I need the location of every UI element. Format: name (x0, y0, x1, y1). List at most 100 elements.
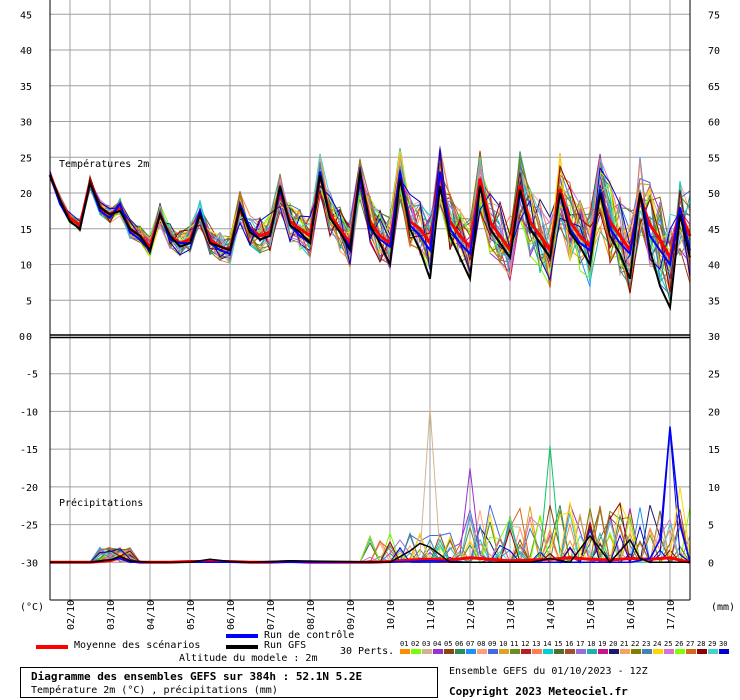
x-tick-label: 07/10 (266, 600, 277, 630)
pert-legend-item: 03 (422, 640, 433, 654)
x-tick-label: 06/10 (226, 600, 237, 630)
pert-color-swatch (609, 649, 619, 654)
control-legend-label: Run de contrôle (264, 630, 355, 641)
x-tick-label: 15/10 (586, 600, 597, 630)
gfs-precip-line (50, 534, 690, 564)
pert-number: 25 (664, 640, 673, 648)
gfs-legend-swatch (226, 645, 258, 649)
pert-number: 16 (565, 640, 574, 648)
x-tick-label: 17/10 (666, 600, 677, 630)
left-tick-label: 15 (20, 225, 32, 236)
right-tick-label: 25 (708, 370, 720, 381)
pert-number: 23 (642, 640, 651, 648)
mean-legend-label: Moyenne des scénarios (74, 640, 201, 651)
ensemble-run-label: Ensemble GEFS du 01/10/2023 - 12Z (449, 666, 648, 677)
right-tick-label: 75 (708, 10, 720, 21)
pert-color-swatch (675, 649, 685, 654)
right-tick-label: 65 (708, 82, 720, 93)
x-tick-label: 02/10 (66, 600, 77, 630)
pert-color-swatch (455, 649, 465, 654)
pert-number: 17 (576, 640, 585, 648)
pert-legend-item: 20 (609, 640, 620, 654)
perturbation-precip-spike (549, 501, 591, 563)
pert-color-swatch (697, 649, 707, 654)
pert-number: 27 (686, 640, 695, 648)
right-tick-label: 40 (708, 261, 720, 272)
control-legend-swatch (226, 634, 258, 638)
left-tick-label: 25 (20, 153, 32, 164)
pert-color-swatch (499, 649, 509, 654)
data-series (48, 146, 692, 565)
pert-legend-item: 19 (598, 640, 609, 654)
pert-number: 18 (587, 640, 596, 648)
left-tick-label: 0 (19, 332, 25, 343)
right-unit-label: (mm) (711, 602, 735, 613)
right-tick-label: 70 (708, 46, 720, 57)
pert-legend-item: 10 (499, 640, 510, 654)
right-tick-label: 20 (708, 407, 720, 418)
perturbation-precip-spike (489, 523, 531, 563)
pert-legend-item: 04 (433, 640, 444, 654)
diagram-title: Diagramme des ensembles GEFS sur 384h : … (31, 670, 363, 683)
pert-number: 30 (719, 640, 728, 648)
pert-legend-item: 02 (411, 640, 422, 654)
temperature-panel-label: Températures 2m (59, 158, 149, 170)
pert-number: 03 (422, 640, 431, 648)
pert-color-swatch (543, 649, 553, 654)
precipitation-panel-label: Précipitations (59, 497, 143, 509)
left-tick-label: -25 (20, 521, 38, 532)
pert-number: 28 (697, 640, 706, 648)
x-tick-label: 04/10 (146, 600, 157, 630)
pert-number: 02 (411, 640, 420, 648)
pert-number: 19 (598, 640, 607, 648)
pert-color-swatch (598, 649, 608, 654)
x-tick-label: 13/10 (506, 600, 517, 630)
left-tick-label: 5 (26, 296, 32, 307)
pert-number: 22 (631, 640, 640, 648)
pert-legend-item: 23 (642, 640, 653, 654)
pert-legend-item: 30 (719, 640, 730, 654)
pert-legend-item: 06 (455, 640, 466, 654)
pert-legend-item: 24 (653, 640, 664, 654)
pert-number: 26 (675, 640, 684, 648)
perturbation-temp-line (49, 150, 691, 267)
pert-legend-item: 22 (631, 640, 642, 654)
pert-number: 29 (708, 640, 717, 648)
pert-legend-item: 08 (477, 640, 488, 654)
x-tick-label: 16/10 (626, 600, 637, 630)
left-tick-label: 40 (20, 46, 32, 57)
pert-color-swatch (587, 649, 597, 654)
pert-number: 08 (477, 640, 486, 648)
diagram-subtitle: Température 2m (°C) , précipitations (mm… (31, 685, 278, 696)
perts-label: 30 Perts. (340, 646, 395, 657)
left-tick-label: 0 (26, 332, 32, 343)
pert-legend-item: 18 (587, 640, 598, 654)
x-tick-label: 14/10 (546, 600, 557, 630)
pert-number: 12 (521, 640, 530, 648)
pert-legend-item: 28 (697, 640, 708, 654)
pert-color-swatch (488, 649, 498, 654)
pert-legend-item: 16 (565, 640, 576, 654)
pert-legend-item: 12 (521, 640, 532, 654)
perturbation-temp-line (49, 146, 691, 286)
pert-color-swatch (466, 649, 476, 654)
altitude-label: Altitude du modele : 2m (179, 653, 318, 664)
pert-legend-item: 25 (664, 640, 675, 654)
pert-color-swatch (444, 649, 454, 654)
pert-legend-item: 21 (620, 640, 631, 654)
right-tick-label: 0 (708, 558, 714, 569)
right-tick-label: 60 (708, 118, 720, 129)
pert-color-swatch (477, 649, 487, 654)
x-tick-label: 03/10 (106, 600, 117, 630)
axis-ticks: 02/10 03/10 04/10 05/10 06/10 07/10 08/10 09/10… (19, 10, 720, 630)
pert-color-swatch (554, 649, 564, 654)
pert-color-swatch (433, 649, 443, 654)
perturbation-precip-spike (449, 467, 491, 563)
pert-color-swatch (653, 649, 663, 654)
right-tick-label: 45 (708, 225, 720, 236)
pert-legend-item: 17 (576, 640, 587, 654)
gfs-legend-label: Run GFS (264, 640, 307, 651)
pert-number: 06 (455, 640, 464, 648)
pert-legend-item: 26 (675, 640, 686, 654)
pert-number: 04 (433, 640, 442, 648)
